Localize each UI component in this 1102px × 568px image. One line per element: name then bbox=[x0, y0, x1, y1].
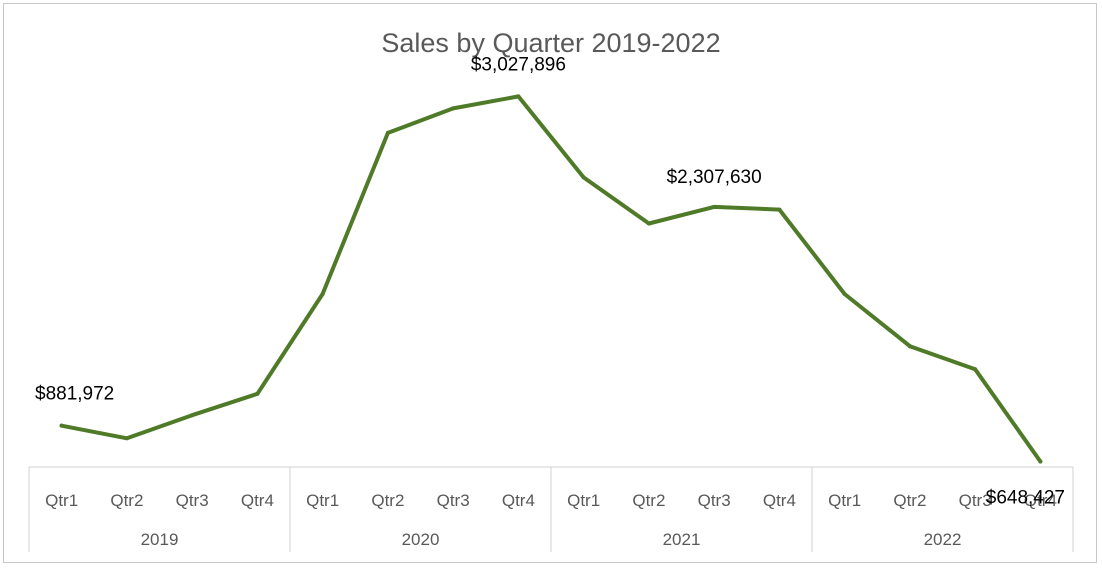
data-point bbox=[385, 130, 390, 135]
quarter-tick-label: Qtr4 bbox=[1024, 491, 1057, 510]
year-tick-label: 2021 bbox=[663, 530, 701, 549]
data-label: $3,027,896 bbox=[471, 54, 566, 75]
year-tick-label: 2019 bbox=[141, 530, 179, 549]
data-point bbox=[451, 106, 456, 111]
quarter-tick-label: Qtr4 bbox=[763, 491, 796, 510]
data-point bbox=[124, 436, 129, 441]
series-line-group bbox=[59, 94, 1043, 464]
data-point bbox=[581, 175, 586, 180]
data-label: $881,972 bbox=[35, 384, 114, 405]
quarter-tick-label: Qtr3 bbox=[437, 491, 470, 510]
quarter-tick-label: Qtr1 bbox=[567, 491, 600, 510]
chart-title: Sales by Quarter 2019-2022 bbox=[381, 28, 720, 58]
quarter-tick-label: Qtr2 bbox=[893, 491, 926, 510]
data-point bbox=[190, 413, 195, 418]
data-point bbox=[907, 344, 912, 349]
quarter-tick-label: Qtr2 bbox=[632, 491, 665, 510]
year-tick-label: 2022 bbox=[924, 530, 962, 549]
data-point bbox=[777, 207, 782, 212]
data-label: $648,427 bbox=[986, 488, 1065, 509]
quarter-tick-label: Qtr1 bbox=[306, 491, 339, 510]
quarter-tick-label: Qtr2 bbox=[110, 491, 143, 510]
chart-frame: Sales by Quarter 2019-2022 Qtr1 Qtr2 Qtr3 Q… bbox=[3, 3, 1097, 563]
data-label-group: $881,972 $3,027,896 $2,307,630 $648,427 bbox=[35, 54, 1065, 508]
quarter-tick-label: Qtr2 bbox=[371, 491, 404, 510]
data-point bbox=[712, 204, 717, 209]
quarter-tick-label: Qtr3 bbox=[176, 491, 209, 510]
data-point bbox=[842, 292, 847, 297]
category-axis: Qtr1 Qtr2 Qtr3 Qtr4 2019 Qtr1 Qtr2 Qtr3 Qtr4 2020… bbox=[28, 466, 1074, 552]
quarter-tick-label: Qtr3 bbox=[959, 491, 992, 510]
data-point bbox=[59, 423, 64, 428]
data-label: $2,307,630 bbox=[667, 167, 762, 188]
quarter-tick-label: Qtr3 bbox=[698, 491, 731, 510]
quarter-tick-label: Qtr4 bbox=[502, 491, 535, 510]
data-point bbox=[1038, 459, 1043, 464]
year-tick-label: 2020 bbox=[402, 530, 440, 549]
quarter-tick-label: Qtr4 bbox=[241, 491, 274, 510]
data-point bbox=[973, 367, 978, 372]
data-point bbox=[320, 292, 325, 297]
line-chart: Sales by Quarter 2019-2022 Qtr1 Qtr2 Qtr3 Q… bbox=[28, 28, 1074, 552]
sales-series-line bbox=[59, 94, 1043, 464]
data-point bbox=[516, 94, 521, 99]
quarter-tick-label: Qtr1 bbox=[45, 491, 78, 510]
data-point bbox=[255, 391, 260, 396]
data-point bbox=[646, 221, 651, 226]
quarter-tick-label: Qtr1 bbox=[828, 491, 861, 510]
